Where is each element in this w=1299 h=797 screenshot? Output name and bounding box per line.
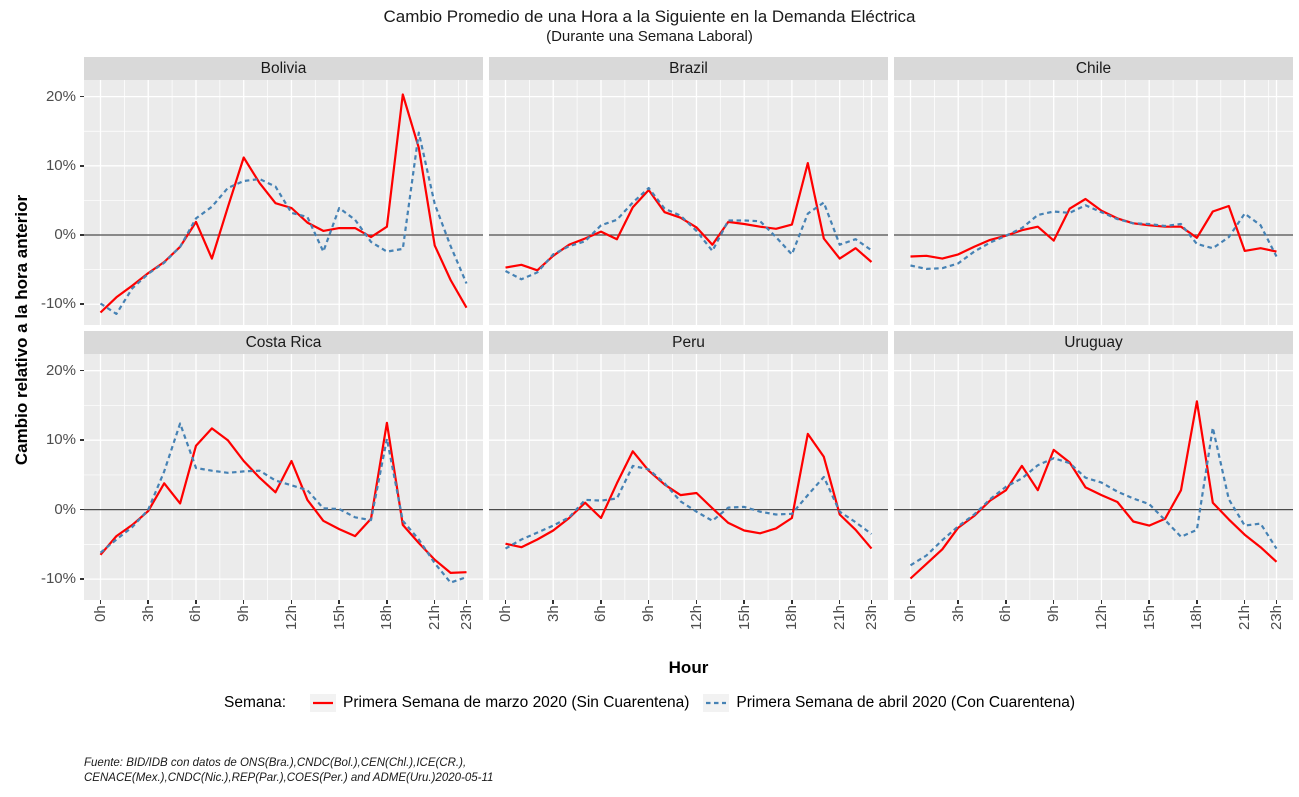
- y-tick-mark: [79, 439, 84, 441]
- y-tick-label: 10%: [45, 431, 76, 449]
- facet-strip-uruguay: Uruguay: [894, 331, 1293, 354]
- x-tick-label: 18h: [1188, 605, 1206, 631]
- caption: Fuente: BID/IDB con datos de ONS(Bra.),C…: [84, 756, 493, 785]
- panel-plot-brazil: [489, 80, 888, 325]
- facet-strip-bolivia: Bolivia: [84, 57, 483, 80]
- caption-line-1: Fuente: BID/IDB con datos de ONS(Bra.),C…: [84, 757, 467, 769]
- y-axis-title: Cambio relativo a la hora anterior: [12, 194, 31, 466]
- x-tick-mark: [695, 600, 698, 604]
- x-tick-label: 15h: [735, 605, 753, 631]
- panel-plot-uruguay: [894, 354, 1293, 600]
- caption-line-2: CENACE(Mex.),CNDC(Nic.),REP(Par.),COES(P…: [84, 771, 494, 784]
- legend-key-marzo-icon: [310, 694, 337, 712]
- x-tick-label: 0h: [902, 605, 919, 622]
- y-tick-mark: [79, 508, 84, 511]
- x-tick-mark: [1196, 600, 1198, 604]
- x-tick-label: 21h: [426, 605, 444, 631]
- legend-title: Semana:: [224, 694, 287, 711]
- x-tick-mark: [1148, 600, 1150, 604]
- x-tick-mark: [1052, 600, 1055, 604]
- y-tick-label: 0%: [54, 226, 76, 244]
- x-tick-mark: [600, 600, 602, 604]
- x-tick-label: 23h: [863, 605, 880, 631]
- legend-key-abril-icon: [703, 694, 730, 712]
- facet-strip-brazil: Brazil: [489, 57, 888, 80]
- x-tick-label: 3h: [544, 605, 562, 622]
- x-tick-label: 23h: [1268, 605, 1285, 631]
- chart-subtitle: (Durante una Semana Laboral): [546, 28, 753, 45]
- x-tick-label: 15h: [330, 605, 348, 631]
- y-tick-mark: [79, 165, 84, 167]
- facet-strip-chile: Chile: [894, 57, 1293, 80]
- x-tick-mark: [1275, 600, 1278, 604]
- x-tick-label: 18h: [378, 605, 396, 631]
- x-tick-label: 3h: [139, 605, 157, 622]
- x-tick-label: 6h: [187, 605, 205, 622]
- x-tick-mark: [957, 600, 959, 604]
- x-tick-mark: [504, 600, 507, 604]
- panel-plot-bolivia: [84, 80, 483, 325]
- x-tick-mark: [552, 600, 554, 604]
- x-tick-label: 12h: [1092, 605, 1110, 631]
- x-tick-mark: [465, 600, 468, 604]
- x-tick-mark: [1100, 600, 1103, 604]
- legend: Semana: Primera Semana de marzo 2020 (Si…: [0, 694, 1299, 712]
- panel-plot-peru: [489, 354, 888, 600]
- x-tick-label: 21h: [1236, 605, 1254, 631]
- panel-plot-costa-rica: [84, 354, 483, 600]
- y-tick-label: 10%: [45, 156, 76, 174]
- legend-label-marzo: Primera Semana de marzo 2020 (Sin Cuaren…: [343, 694, 690, 711]
- x-tick-label: 3h: [949, 605, 967, 622]
- x-tick-mark: [99, 600, 102, 604]
- y-tick-mark: [79, 234, 84, 236]
- x-tick-label: 6h: [592, 605, 610, 622]
- x-tick-label: 18h: [783, 605, 801, 631]
- x-tick-mark: [870, 600, 873, 604]
- facet-strip-costa-rica: Costa Rica: [84, 331, 483, 354]
- x-tick-label: 12h: [687, 605, 705, 631]
- panel-plot-chile: [894, 80, 1293, 325]
- facet-strip-peru: Peru: [489, 331, 888, 354]
- x-tick-mark: [386, 600, 388, 604]
- x-tick-mark: [743, 600, 745, 604]
- x-tick-label: 15h: [1140, 605, 1158, 631]
- y-tick-label: 0%: [54, 500, 76, 518]
- x-tick-mark: [195, 600, 197, 604]
- x-tick-label: 9h: [235, 605, 253, 622]
- x-tick-mark: [338, 600, 340, 604]
- x-tick-label: 0h: [497, 605, 514, 622]
- x-tick-label: 12h: [282, 605, 300, 631]
- x-tick-mark: [1005, 600, 1007, 604]
- y-tick-label: 20%: [45, 87, 76, 105]
- x-tick-label: 9h: [640, 605, 658, 622]
- x-tick-mark: [147, 600, 149, 604]
- x-tick-mark: [290, 600, 293, 604]
- x-tick-label: 9h: [1045, 605, 1063, 622]
- chart-title: Cambio Promedio de una Hora a la Siguien…: [383, 7, 916, 26]
- y-tick-mark: [79, 578, 84, 580]
- x-tick-label: 23h: [458, 605, 475, 631]
- x-tick-label: 21h: [831, 605, 849, 631]
- x-tick-mark: [1243, 600, 1246, 604]
- y-tick-label: -10%: [40, 570, 76, 588]
- y-tick-mark: [79, 95, 84, 98]
- x-tick-label: 6h: [997, 605, 1015, 622]
- x-tick-mark: [791, 600, 793, 604]
- x-tick-mark: [242, 600, 245, 604]
- x-tick-mark: [433, 600, 436, 604]
- x-tick-mark: [647, 600, 650, 604]
- x-tick-mark: [838, 600, 841, 604]
- x-tick-mark: [909, 600, 912, 604]
- x-tick-label: 0h: [92, 605, 109, 622]
- y-tick-label: -10%: [40, 295, 76, 313]
- y-tick-mark: [79, 369, 84, 372]
- y-tick-label: 20%: [45, 361, 76, 379]
- x-axis-title: Hour: [668, 658, 709, 677]
- y-tick-mark: [79, 303, 84, 305]
- legend-label-abril: Primera Semana de abril 2020 (Con Cuaren…: [736, 694, 1075, 711]
